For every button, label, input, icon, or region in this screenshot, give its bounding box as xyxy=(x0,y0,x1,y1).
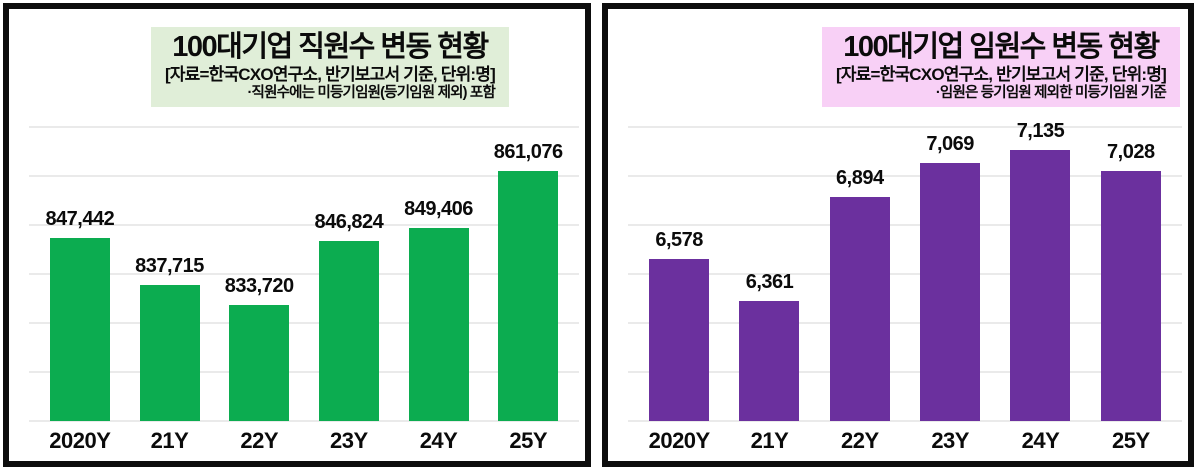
gridline xyxy=(628,371,1182,374)
employee-chart-x-axis: 2020Y 21Y 22Y 23Y 24Y 25Y xyxy=(35,427,573,455)
bar-slot-25Y: 7,028 xyxy=(1086,127,1176,421)
x-axis-label-21Y: 21Y xyxy=(750,428,789,453)
employee-chart-title: 100대기업 직원수 변동 현황 xyxy=(172,31,489,63)
x-axis-label-2020Y: 2020Y xyxy=(49,428,111,453)
employee-bar-chart: 847,442 837,715 833,720 846,824 849,406 861,0… xyxy=(9,107,585,461)
bar-value-label: 6,578 xyxy=(655,228,703,251)
bar-value-label: 6,894 xyxy=(836,167,884,190)
x-axis-label-24Y: 24Y xyxy=(1021,428,1060,453)
bar-slot-23Y: 846,824 xyxy=(304,127,394,421)
bar-24Y xyxy=(1010,149,1071,421)
bar-slot-2020Y: 847,442 xyxy=(35,127,125,421)
gridline xyxy=(29,371,579,374)
gridline xyxy=(29,175,579,178)
bar-value-label: 861,076 xyxy=(493,141,563,163)
bar-23Y xyxy=(318,240,379,421)
bar-slot-24Y: 7,135 xyxy=(995,120,1085,421)
executive-chart-bars: 6,578 6,361 6,894 7,069 7,135 7,028 xyxy=(634,120,1176,421)
gridline xyxy=(29,322,579,325)
bar-21Y xyxy=(139,285,200,421)
bar-slot-22Y: 833,720 xyxy=(214,127,304,421)
x-axis-label-22Y: 22Y xyxy=(840,428,879,453)
bar-slot-21Y: 6,361 xyxy=(724,127,814,421)
bar-21Y xyxy=(739,301,800,421)
employee-chart-note: ·직원수에는 미등기임원(등기임원 제외) 포함 xyxy=(247,84,496,101)
executive-count-chart-panel: 100대기업 임원수 변동 현황 [자료=한국CXO연구소, 반기보고서 기준,… xyxy=(602,3,1194,467)
bar-value-label: 849,406 xyxy=(404,198,473,221)
x-axis-label-22Y: 22Y xyxy=(240,428,278,453)
gridline xyxy=(29,273,579,276)
employee-chart-gridlines xyxy=(29,126,579,422)
bar-slot-25Y: 861,076 xyxy=(483,127,573,421)
bar-2020Y xyxy=(49,237,110,421)
bar-22Y xyxy=(229,304,290,421)
x-axis-label-25Y: 25Y xyxy=(509,428,548,453)
executive-chart-source: [자료=한국CXO연구소, 반기보고서 기준, 단위:명] xyxy=(835,65,1167,85)
employee-chart-bars: 847,442 837,715 833,720 846,824 849,406 861,0… xyxy=(35,127,573,421)
bar-value-label: 846,824 xyxy=(314,210,384,233)
gridline xyxy=(628,126,1182,129)
bar-24Y xyxy=(408,228,469,421)
x-axis-label-23Y: 23Y xyxy=(931,428,969,453)
executive-chart-note: ·임원은 등기임원 제외한 미등기임원 기준 xyxy=(935,84,1167,101)
x-axis-label-23Y: 23Y xyxy=(330,428,368,453)
gridline xyxy=(628,420,1182,422)
bar-slot-22Y: 6,894 xyxy=(815,127,905,421)
executive-chart-title-block: 100대기업 임원수 변동 현황 [자료=한국CXO연구소, 반기보고서 기준,… xyxy=(821,27,1180,108)
employee-chart-source: [자료=한국CXO연구소, 반기보고서 기준, 단위:명] xyxy=(164,65,496,85)
bar-value-label: 837,715 xyxy=(135,255,204,278)
bar-value-label: 847,442 xyxy=(45,207,115,230)
executive-chart-gridlines xyxy=(628,126,1182,422)
bar-22Y xyxy=(829,197,890,421)
bar-value-label: 6,361 xyxy=(745,271,794,294)
x-axis-label-21Y: 21Y xyxy=(150,428,189,453)
x-axis-label-24Y: 24Y xyxy=(419,428,458,453)
gridline xyxy=(628,224,1182,227)
bar-value-label: 7,135 xyxy=(1016,119,1065,142)
bar-slot-21Y: 837,715 xyxy=(125,127,215,421)
executive-bar-chart: 6,578 6,361 6,894 7,069 7,135 7,028 2020Y 21Y 2… xyxy=(608,107,1188,461)
bar-2020Y xyxy=(649,258,710,421)
bar-slot-23Y: 7,069 xyxy=(905,127,995,421)
bar-value-label: 7,069 xyxy=(926,132,974,155)
employee-chart-title-block: 100대기업 직원수 변동 현황 [자료=한국CXO연구소, 반기보고서 기준,… xyxy=(150,27,509,108)
employee-count-chart-panel: 100대기업 직원수 변동 현황 [자료=한국CXO연구소, 반기보고서 기준,… xyxy=(3,3,591,467)
gridline xyxy=(628,273,1182,276)
bar-value-label: 7,028 xyxy=(1107,140,1155,163)
x-axis-label-2020Y: 2020Y xyxy=(648,428,711,453)
gridline xyxy=(628,322,1182,325)
executive-chart-x-axis: 2020Y 21Y 22Y 23Y 24Y 25Y xyxy=(634,427,1176,455)
executive-chart-title: 100대기업 임원수 변동 현황 xyxy=(843,31,1160,63)
bar-23Y xyxy=(920,162,981,421)
bar-value-label: 833,720 xyxy=(224,274,294,297)
bar-slot-24Y: 849,406 xyxy=(394,127,484,421)
bar-slot-2020Y: 6,578 xyxy=(634,127,724,421)
gridline xyxy=(29,224,579,227)
x-axis-label-25Y: 25Y xyxy=(1111,428,1150,453)
gridline xyxy=(628,175,1182,178)
gridline xyxy=(29,126,579,129)
bar-25Y xyxy=(498,171,559,421)
bar-25Y xyxy=(1100,170,1161,421)
gridline xyxy=(29,420,579,422)
